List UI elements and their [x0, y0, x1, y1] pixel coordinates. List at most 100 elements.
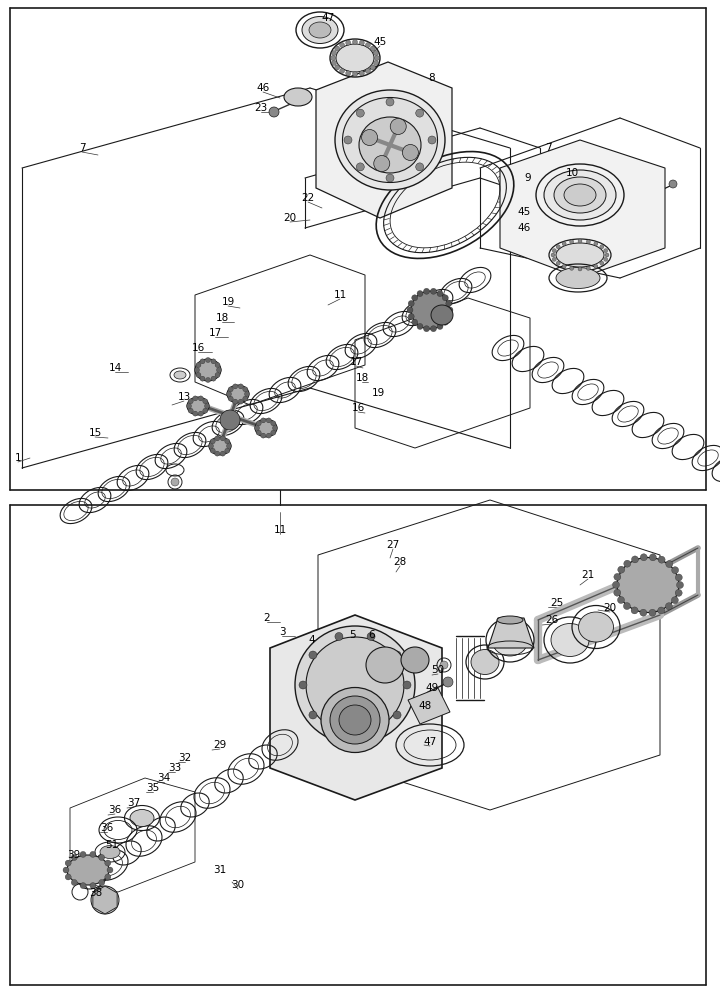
Text: 14: 14 [109, 363, 122, 373]
Text: 9: 9 [525, 173, 531, 183]
Ellipse shape [578, 612, 613, 642]
Circle shape [367, 632, 375, 640]
Text: 18: 18 [215, 313, 229, 323]
Ellipse shape [67, 855, 109, 885]
Circle shape [665, 603, 672, 610]
Text: 13: 13 [177, 392, 191, 402]
Text: 29: 29 [213, 740, 227, 750]
Circle shape [238, 399, 243, 404]
Circle shape [340, 68, 345, 73]
Circle shape [332, 51, 336, 56]
Circle shape [194, 367, 199, 372]
Circle shape [356, 163, 364, 171]
Circle shape [570, 240, 574, 244]
Circle shape [238, 384, 243, 389]
Circle shape [205, 358, 210, 362]
Circle shape [228, 396, 233, 401]
Circle shape [366, 43, 370, 48]
Circle shape [332, 60, 336, 65]
Circle shape [203, 408, 208, 413]
Text: 20: 20 [603, 603, 616, 613]
Circle shape [390, 118, 406, 134]
Text: 20: 20 [284, 213, 297, 223]
Circle shape [669, 180, 677, 188]
Circle shape [415, 163, 423, 171]
Circle shape [374, 60, 379, 65]
Circle shape [446, 313, 451, 319]
Text: 17: 17 [349, 357, 363, 367]
Circle shape [428, 136, 436, 144]
Circle shape [658, 556, 665, 563]
Circle shape [220, 410, 240, 430]
Ellipse shape [497, 616, 523, 624]
Circle shape [631, 556, 639, 563]
Circle shape [359, 71, 364, 76]
Circle shape [437, 291, 443, 297]
Circle shape [570, 266, 574, 270]
Circle shape [215, 372, 220, 377]
Ellipse shape [284, 88, 312, 106]
Circle shape [594, 264, 598, 268]
Circle shape [562, 264, 566, 268]
Ellipse shape [411, 291, 449, 329]
Circle shape [361, 130, 377, 146]
Ellipse shape [130, 810, 154, 826]
Circle shape [99, 854, 104, 860]
Circle shape [209, 444, 214, 448]
Ellipse shape [551, 624, 589, 656]
Circle shape [188, 408, 193, 413]
Circle shape [228, 387, 233, 392]
Circle shape [578, 267, 582, 271]
Text: 11: 11 [333, 290, 346, 300]
Ellipse shape [335, 90, 445, 190]
Circle shape [65, 860, 71, 866]
Polygon shape [500, 140, 665, 278]
Circle shape [613, 589, 621, 596]
Circle shape [91, 886, 119, 914]
Circle shape [211, 359, 216, 364]
Polygon shape [488, 618, 534, 648]
Circle shape [586, 266, 590, 270]
Text: 26: 26 [545, 615, 559, 625]
Circle shape [335, 65, 340, 70]
Circle shape [335, 46, 340, 51]
Circle shape [672, 567, 679, 574]
Circle shape [442, 295, 449, 301]
Circle shape [552, 249, 557, 253]
Circle shape [200, 376, 205, 381]
Circle shape [447, 307, 453, 313]
Circle shape [586, 240, 590, 244]
Circle shape [346, 71, 351, 76]
Text: 36: 36 [109, 805, 122, 815]
Text: 36: 36 [100, 823, 114, 833]
Text: 38: 38 [89, 888, 103, 898]
Circle shape [408, 301, 414, 307]
Ellipse shape [564, 184, 596, 206]
Circle shape [193, 411, 198, 416]
Circle shape [614, 573, 621, 580]
Circle shape [370, 46, 375, 51]
Circle shape [415, 109, 423, 117]
Circle shape [649, 554, 657, 561]
Circle shape [600, 245, 604, 249]
Circle shape [188, 399, 193, 404]
Text: 19: 19 [221, 297, 235, 307]
Circle shape [423, 288, 430, 294]
Circle shape [243, 387, 248, 392]
Circle shape [562, 242, 566, 246]
Circle shape [225, 448, 230, 453]
Circle shape [374, 55, 379, 60]
Circle shape [344, 136, 352, 144]
Circle shape [271, 430, 276, 435]
Circle shape [261, 433, 266, 438]
Ellipse shape [209, 437, 231, 455]
Circle shape [254, 426, 259, 430]
Circle shape [412, 295, 418, 301]
Circle shape [393, 711, 401, 719]
Circle shape [605, 253, 609, 257]
Text: 19: 19 [372, 388, 384, 398]
Ellipse shape [174, 371, 186, 379]
Ellipse shape [195, 359, 221, 381]
Circle shape [256, 430, 261, 435]
Circle shape [370, 65, 375, 70]
